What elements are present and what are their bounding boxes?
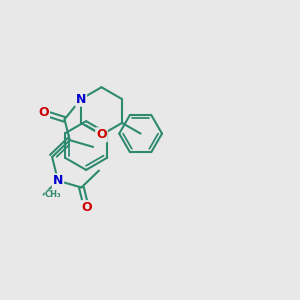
Text: O: O: [81, 201, 92, 214]
Text: O: O: [38, 106, 49, 119]
Text: O: O: [96, 128, 107, 141]
Text: N: N: [53, 174, 63, 187]
Text: CH₃: CH₃: [45, 190, 62, 199]
Text: N: N: [76, 93, 86, 106]
